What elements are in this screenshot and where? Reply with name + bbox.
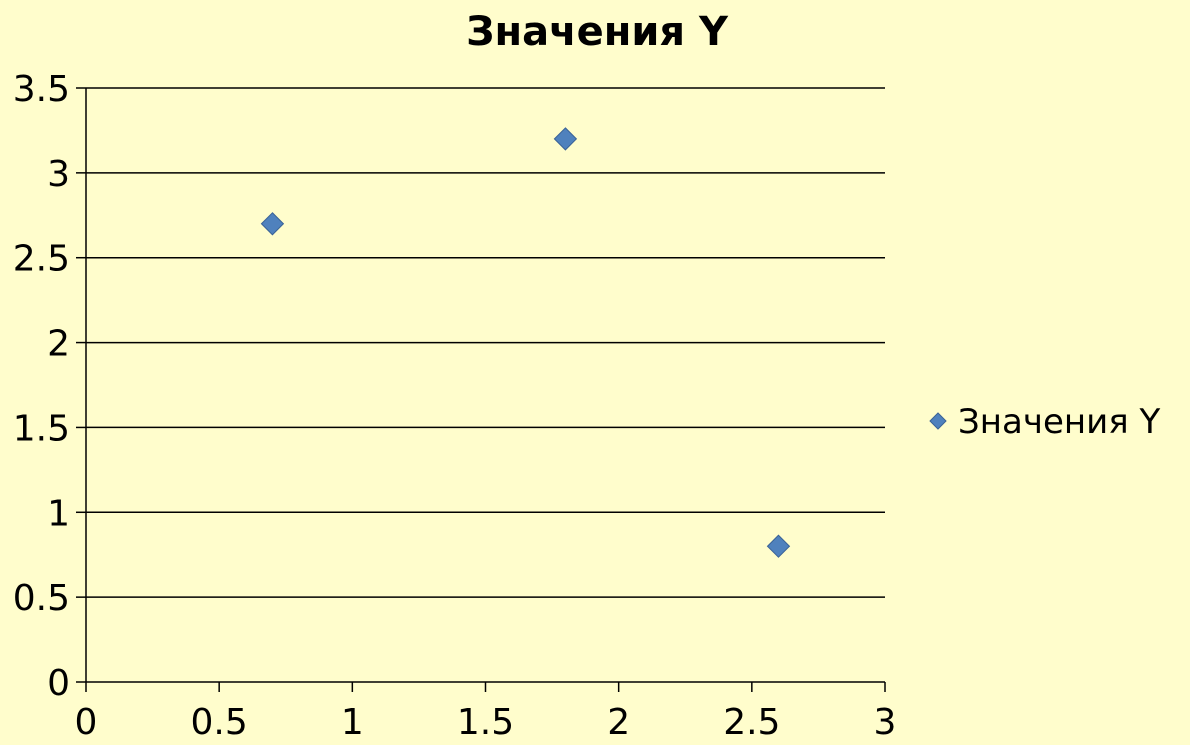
data-point-0-1 [553,127,578,151]
x-tick-label-5: 2.5 [723,702,780,743]
data-point-0-0 [260,212,285,236]
legend-label: Значения Y [958,402,1160,442]
x-tick-label-3: 1.5 [457,702,514,743]
gridlines [86,87,885,598]
x-tick-label-2: 1 [341,702,364,743]
x-tick-label-0: 0 [75,702,98,743]
x-tick-label-1: 0.5 [191,702,248,743]
y-tick-label-3: 1.5 [13,408,70,449]
y-tick-label-1: 0.5 [13,578,70,619]
axes [76,87,886,692]
y-tick-label-2: 1 [47,493,70,534]
y-tick-label-4: 2 [47,324,70,365]
data-points [260,127,791,558]
x-tick-label-4: 2 [607,702,630,743]
legend-marker-icon [929,412,947,430]
chart-title: Значения Y [466,9,729,55]
y-tick-label-5: 2.5 [13,239,70,280]
tick-labels: 0 0.5 1 1.5 2 2.5 3 3.5 0 0.5 1 1.5 2 2.5 3 [13,69,897,743]
x-tick-label-6: 3 [874,702,897,743]
legend: Значения Y [929,402,1160,442]
data-point-0-2 [766,534,791,558]
y-tick-label-7: 3.5 [13,69,70,110]
y-tick-label-6: 3 [47,154,70,195]
y-tick-label-0: 0 [47,663,70,704]
